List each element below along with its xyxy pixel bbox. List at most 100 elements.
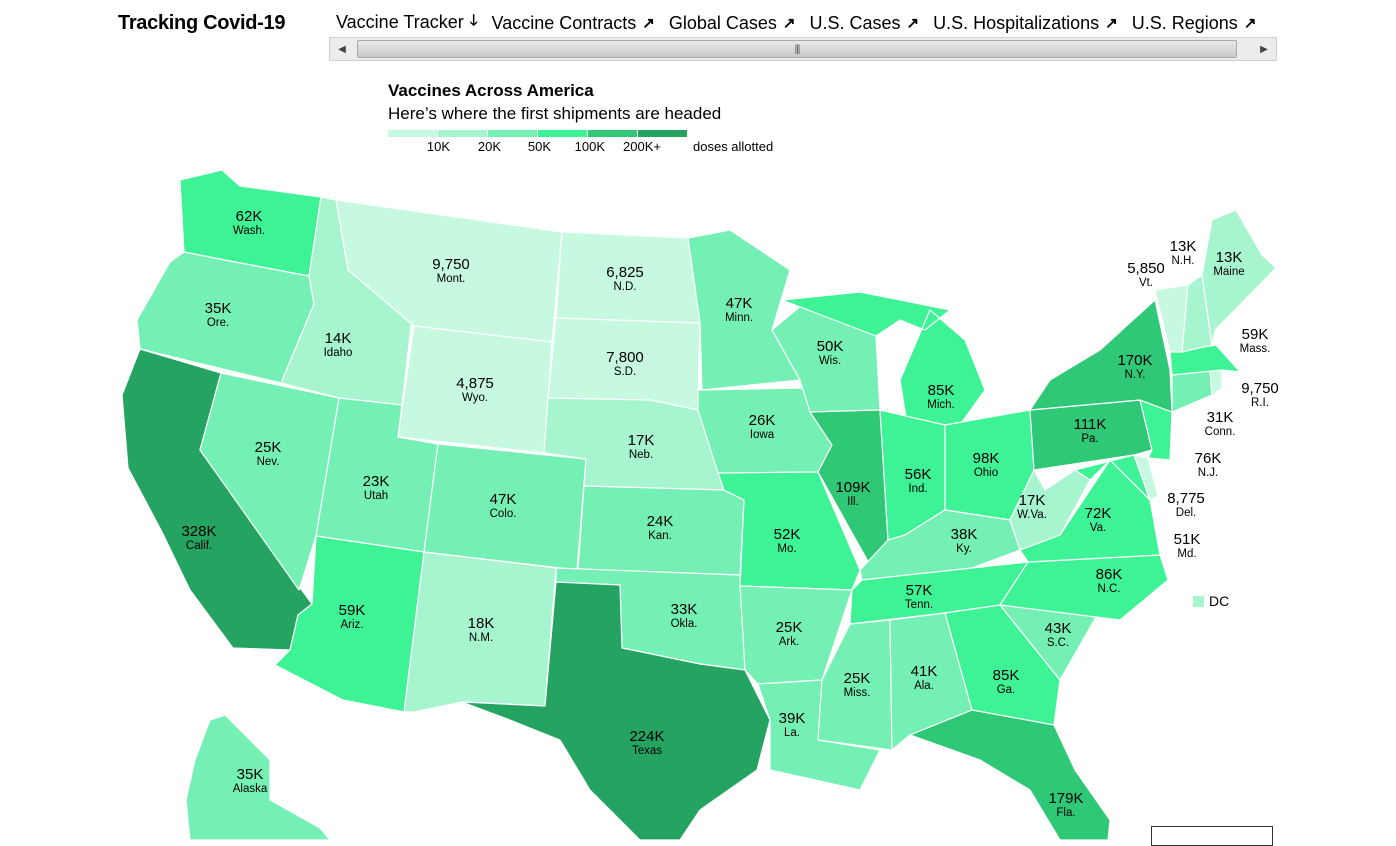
state-abbr: Ariz. bbox=[341, 619, 364, 631]
site-brand-title[interactable]: Tracking Covid-19 bbox=[118, 12, 286, 34]
tab-label: U.S. Regions bbox=[1131, 12, 1238, 33]
horizontal-scrollbar[interactable]: ◀ ||| ▶ bbox=[329, 37, 1277, 61]
state-abbr: Del. bbox=[1176, 507, 1196, 519]
state-value: 18K bbox=[468, 615, 495, 632]
state-abbr: Ohio bbox=[974, 467, 998, 479]
state-abbr: Pa. bbox=[1081, 433, 1098, 445]
state-abbr: Alaska bbox=[233, 783, 268, 795]
state-nv[interactable] bbox=[199, 372, 340, 591]
state-abbr: Nev. bbox=[257, 456, 280, 468]
legend-tick-label: 10K bbox=[426, 139, 450, 154]
state-value: 17K bbox=[628, 432, 655, 449]
state-value: 25K bbox=[844, 670, 871, 687]
state-value: 179K bbox=[1048, 790, 1083, 807]
scrollbar-thumb[interactable]: ||| bbox=[357, 40, 1237, 58]
state-value: 26K bbox=[749, 412, 776, 429]
state-abbr: Wis. bbox=[819, 355, 841, 367]
state-abbr: La. bbox=[784, 727, 800, 739]
scroll-left-icon[interactable]: ◀ bbox=[338, 43, 346, 55]
legend-tick-label: 200K+ bbox=[623, 139, 661, 154]
tab-label: Vaccine Tracker bbox=[336, 12, 464, 32]
tab-label: U.S. Hospitalizations bbox=[933, 12, 1100, 33]
state-value: 62K bbox=[236, 208, 263, 225]
arrow-up-right-icon: ↗ bbox=[782, 15, 796, 32]
arrow-up-right-icon: ↗ bbox=[906, 15, 920, 32]
state-value: 109K bbox=[835, 479, 870, 496]
state-value: 47K bbox=[490, 491, 517, 508]
section-tabs: Vaccine Tracker 🡓 Vaccine Contracts ↗ Glob… bbox=[336, 10, 1257, 40]
state-value: 7,800 bbox=[606, 349, 644, 366]
state-abbr: W.Va. bbox=[1017, 509, 1047, 521]
state-me[interactable] bbox=[1201, 209, 1277, 346]
tab-label: Vaccine Contracts bbox=[491, 12, 637, 33]
state-value: 98K bbox=[973, 450, 1000, 467]
state-value: 328K bbox=[181, 523, 216, 540]
state-value: 41K bbox=[911, 663, 938, 680]
state-abbr: Ill. bbox=[847, 496, 859, 508]
state-abbr: R.I. bbox=[1251, 397, 1269, 409]
scroll-right-icon[interactable]: ▶ bbox=[1260, 43, 1268, 55]
state-value: 31K bbox=[1207, 409, 1234, 426]
state-abbr: Ind. bbox=[908, 483, 927, 495]
state-abbr: N.Y. bbox=[1125, 369, 1146, 381]
state-value: 35K bbox=[205, 300, 232, 317]
state-md[interactable] bbox=[1074, 454, 1151, 501]
state-fl[interactable] bbox=[909, 709, 1111, 840]
state-value: 4,875 bbox=[456, 375, 494, 392]
state-value: 56K bbox=[905, 466, 932, 483]
state-value: 38K bbox=[951, 526, 978, 543]
arrow-up-right-icon: ↗ bbox=[1105, 15, 1118, 32]
state-abbr: Neb. bbox=[629, 449, 653, 461]
state-value: 50K bbox=[817, 338, 844, 355]
state-abbr: Mich. bbox=[927, 399, 954, 411]
state-value: 35K bbox=[237, 766, 264, 783]
state-value: 23K bbox=[363, 473, 390, 490]
state-abbr: Va. bbox=[1090, 522, 1106, 534]
map-subtitle: Here’s where the first shipments are hea… bbox=[388, 104, 722, 123]
grip-icon: ||| bbox=[794, 44, 801, 55]
state-value: 59K bbox=[1242, 326, 1269, 343]
state-ri[interactable] bbox=[1209, 369, 1223, 396]
legend-unit-label: doses allotted bbox=[693, 139, 774, 154]
state-abbr: N.H. bbox=[1172, 255, 1195, 267]
state-abbr: Ark. bbox=[779, 636, 799, 648]
state-ny[interactable] bbox=[1029, 299, 1173, 413]
state-abbr: Ky. bbox=[956, 543, 972, 555]
state-abbr: Wyo. bbox=[462, 392, 488, 404]
state-abbr: Ore. bbox=[207, 317, 229, 329]
state-abbr: S.D. bbox=[614, 366, 636, 378]
arrow-down-icon: 🡓 bbox=[469, 12, 478, 29]
legend-tick-label: 50K bbox=[527, 139, 551, 154]
legend-swatch bbox=[588, 130, 637, 137]
state-value: 24K bbox=[647, 513, 674, 530]
state-de[interactable] bbox=[1133, 454, 1159, 501]
state-value: 224K bbox=[629, 728, 664, 745]
state-abbr: Miss. bbox=[844, 687, 871, 699]
state-value: 51K bbox=[1174, 531, 1201, 548]
state-tx[interactable] bbox=[461, 581, 771, 840]
state-abbr: Fla. bbox=[1056, 807, 1075, 819]
state-value: 33K bbox=[671, 601, 698, 618]
dc-legend-item: DC bbox=[1193, 593, 1229, 609]
state-value: 59K bbox=[339, 602, 366, 619]
state-ak[interactable] bbox=[185, 714, 331, 840]
state-abbr: Utah bbox=[364, 490, 388, 502]
state-abbr: Ga. bbox=[997, 684, 1016, 696]
state-value: 86K bbox=[1096, 566, 1123, 583]
state-abbr: Minn. bbox=[725, 312, 753, 324]
state-abbr: Okla. bbox=[671, 618, 698, 630]
state-value: 9,750 bbox=[1241, 380, 1279, 397]
state-value: 8,775 bbox=[1167, 490, 1205, 507]
state-abbr: Mass. bbox=[1240, 343, 1271, 355]
state-value: 85K bbox=[928, 382, 955, 399]
state-ct[interactable] bbox=[1171, 369, 1213, 413]
state-value: 76K bbox=[1195, 450, 1222, 467]
state-ga[interactable] bbox=[944, 604, 1061, 726]
state-abbr: Calif. bbox=[186, 540, 212, 552]
state-value: 5,850 bbox=[1127, 260, 1165, 277]
state-value: 111K bbox=[1074, 416, 1107, 433]
state-abbr: S.C. bbox=[1047, 637, 1069, 649]
map-control-box[interactable] bbox=[1151, 826, 1273, 846]
state-abbr: Wash. bbox=[233, 225, 265, 237]
